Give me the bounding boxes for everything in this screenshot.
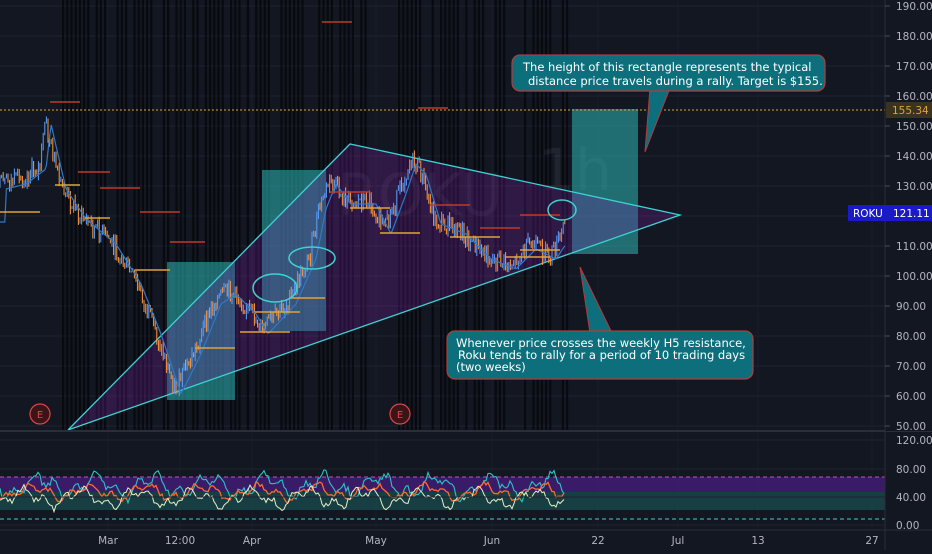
time-tick-label: Jun: [483, 535, 500, 547]
price-axis-ticks: 190.00 180.00 170.00 160.00 150.00 140.00 130.…: [885, 1, 932, 433]
indicator-tick-label: 80.00: [896, 464, 926, 476]
target-callout-text: The height of this rectangle represents …: [522, 60, 823, 88]
oscillator-line-slow: [0, 480, 565, 504]
indicator-axis-ticks: 120.00 80.00 40.00 0.00: [0, 435, 932, 532]
price-tick-label: 190.00: [896, 1, 932, 13]
time-axis[interactable]: Mar 12:00 Apr May Jun 22 Jul 13 27: [98, 535, 879, 547]
time-tick-label: Jul: [671, 535, 685, 547]
svg-text:155.34: 155.34: [892, 105, 929, 117]
indicator-band-upper: [0, 477, 885, 492]
time-tick-label: Apr: [243, 535, 262, 547]
price-tick-label: 70.00: [896, 361, 926, 373]
time-tick-label: 22: [591, 535, 604, 547]
earnings-marker-2[interactable]: E: [389, 403, 411, 425]
price-tick-label: 90.00: [896, 301, 926, 313]
time-tick-label: Mar: [98, 535, 118, 547]
price-tick-label: 140.00: [896, 151, 932, 163]
svg-text:E: E: [397, 410, 403, 421]
cross-marker-2[interactable]: [288, 246, 336, 270]
price-tick-label: 60.00: [896, 391, 926, 403]
price-tick-label: 80.00: [896, 331, 926, 343]
cross-marker-3[interactable]: [547, 199, 577, 221]
resistance-levels: [0, 21, 560, 349]
time-tick-label: 12:00: [165, 535, 195, 547]
earnings-marker-1[interactable]: E: [29, 403, 51, 425]
price-tick-label: 110.00: [896, 241, 932, 253]
target-callout[interactable]: [511, 54, 826, 92]
price-tick-label: 50.00: [896, 421, 926, 433]
cross-marker-1[interactable]: [252, 273, 298, 303]
rally-callout[interactable]: [446, 330, 754, 380]
oscillator-line-fast: [0, 468, 565, 505]
time-tick-label: 27: [865, 535, 878, 547]
svg-text:E: E: [37, 410, 43, 421]
price-tick-label: 160.00: [896, 91, 932, 103]
indicator-tick-label: 120.00: [896, 435, 932, 447]
time-tick-label: May: [365, 535, 387, 547]
svg-text:ROKU: ROKU: [853, 208, 883, 220]
rally-callout-text: Whenever price crosses the weekly H5 res…: [456, 336, 749, 374]
price-tick-label: 170.00: [896, 61, 932, 73]
price-tick-label: 150.00: [896, 121, 932, 133]
svg-text:121.11: 121.11: [893, 208, 930, 220]
price-tick-label: 180.00: [896, 31, 932, 43]
reference-price-badge: 155.34: [886, 102, 932, 118]
indicator-tick-label: 40.00: [896, 492, 926, 504]
price-tick-label: 130.00: [896, 181, 932, 193]
time-tick-label: 13: [751, 535, 764, 547]
target-box[interactable]: [572, 109, 638, 254]
price-tick-label: 100.00: [896, 271, 932, 283]
last-price-badge: ROKU 121.11: [848, 205, 932, 221]
indicator-tick-label: 0.00: [896, 520, 919, 532]
moving-average-line: [0, 124, 566, 395]
